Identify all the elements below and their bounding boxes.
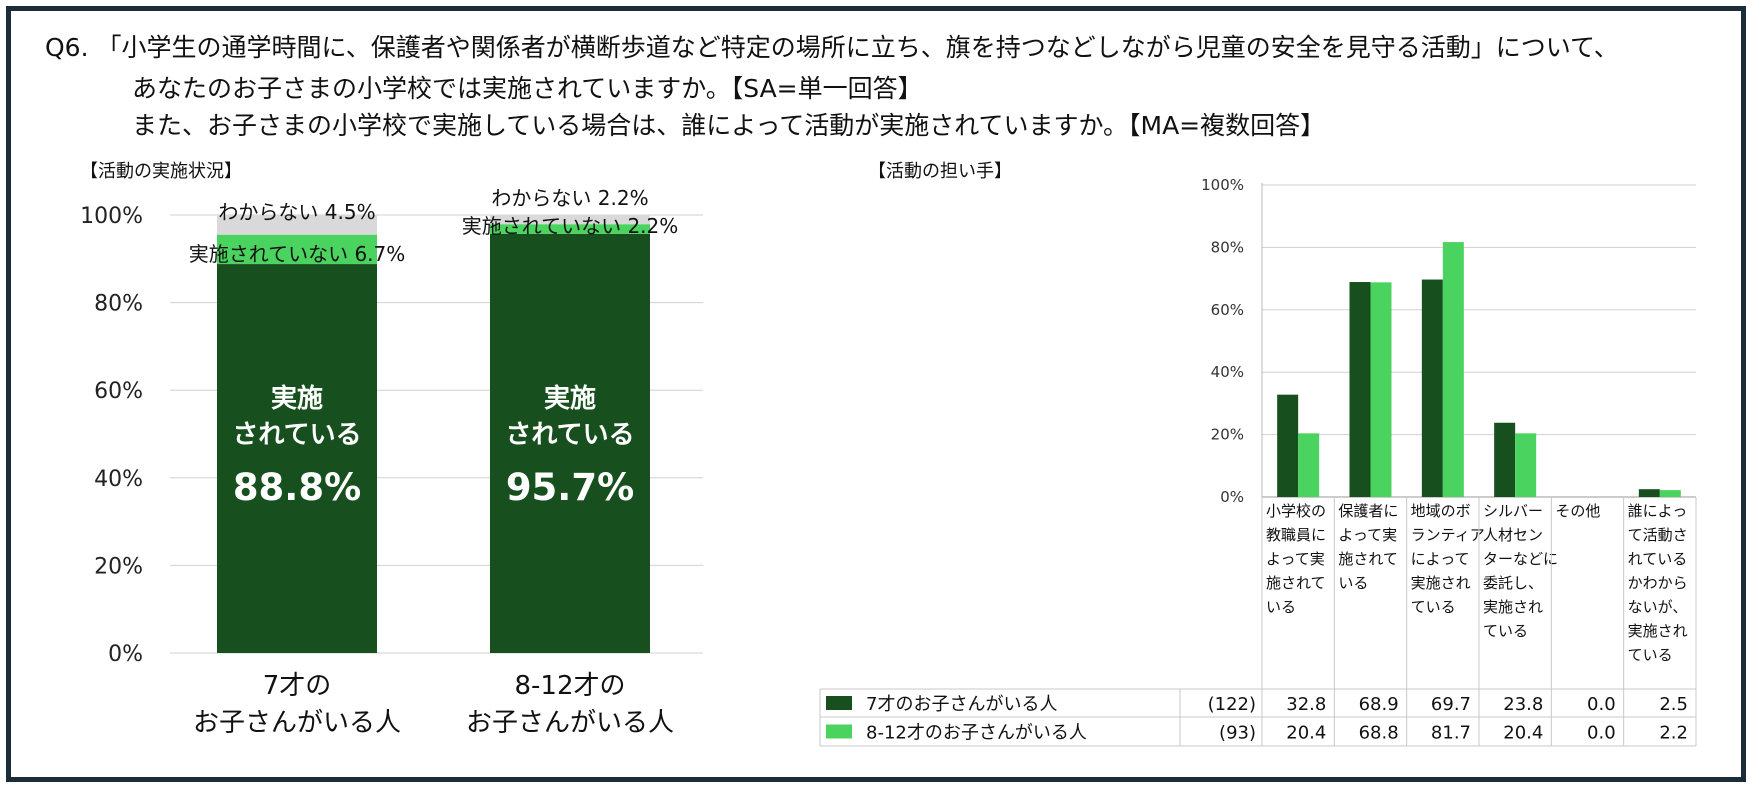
legend-swatch — [826, 724, 852, 739]
right-bar — [1442, 242, 1464, 497]
right-x-category-label: 誰によっ — [1628, 502, 1688, 520]
table-value-cell: 81.7 — [1431, 723, 1471, 744]
question-line-2: あなたのお子さまの小学校では実施されていますか。【SA=単一回答】 — [132, 74, 923, 103]
table-value-cell: 23.8 — [1503, 694, 1543, 715]
table-value-cell: 20.4 — [1503, 723, 1543, 744]
table-value-cell: 2.5 — [1659, 694, 1688, 715]
right-x-category-label: 実施され — [1628, 622, 1688, 640]
right-x-category-label: 小学校の — [1266, 502, 1326, 520]
legend-swatch — [826, 696, 852, 710]
left-x-category-label: お子さんがいる人 — [466, 708, 674, 738]
right-y-tick-label: 80% — [1211, 238, 1244, 256]
unknown-label: わからない 2.2% — [491, 186, 648, 210]
left-x-category-label: 8-12才の — [514, 671, 625, 701]
right-x-category-label: ターなどに — [1483, 550, 1558, 568]
right-x-category-label: 実施され — [1483, 598, 1543, 616]
right-x-category-label: 地域のボ — [1411, 502, 1471, 520]
left-y-tick-label: 60% — [94, 379, 143, 404]
left-chart-title: 【活動の実施状況】 — [80, 161, 242, 182]
question-line-1: Q6. 「小学生の通学時間に、保護者や関係者が横断歩道など特定の場所に立ち、旗を… — [45, 33, 1619, 62]
right-y-tick-label: 40% — [1211, 363, 1244, 381]
right-bar — [1370, 282, 1392, 497]
right-x-category-label: いる — [1338, 574, 1368, 592]
table-value-cell: 20.4 — [1286, 723, 1326, 744]
left-y-tick-label: 40% — [94, 467, 143, 492]
outer-frame — [6, 6, 1746, 782]
unknown-label: わからない 4.5% — [218, 200, 375, 224]
table-value-cell: 0.0 — [1587, 694, 1616, 715]
question-line-3: また、お子さまの小学校で実施している場合は、誰によって活動が実施されていますか。… — [132, 111, 1326, 140]
left-x-category-label: 7才の — [263, 671, 332, 701]
legend-series-name: 8-12才のお子さんがいる人 — [866, 723, 1087, 744]
right-y-tick-label: 60% — [1211, 301, 1244, 319]
left-bar-segment — [217, 264, 377, 653]
right-bar — [1494, 422, 1516, 497]
bar-inner-label: されている — [232, 420, 361, 450]
right-bar — [1638, 489, 1660, 497]
right-x-category-label: 人材セン — [1483, 526, 1543, 544]
right-x-category-label: 実施され — [1411, 574, 1471, 592]
table-value-cell: 2.2 — [1659, 723, 1688, 744]
right-bar — [1515, 433, 1537, 497]
legend-sample-size: (93) — [1219, 723, 1256, 744]
table-value-cell: 69.7 — [1431, 694, 1471, 715]
left-bar-segment — [490, 233, 650, 654]
right-bar — [1659, 490, 1681, 497]
right-x-category-label: ている — [1628, 646, 1673, 664]
right-x-category-label: 委託し、 — [1483, 574, 1543, 592]
right-y-tick-label: 0% — [1220, 488, 1244, 506]
right-x-category-label: ている — [1411, 598, 1456, 616]
right-bar — [1421, 279, 1443, 497]
right-x-category-label: て活動さ — [1628, 526, 1688, 544]
left-bar-segment — [490, 224, 650, 234]
legend-series-name: 7才のお子さんがいる人 — [866, 694, 1057, 715]
table-value-cell: 68.9 — [1359, 694, 1399, 715]
left-y-tick-label: 0% — [108, 642, 143, 667]
right-x-category-label: よって実 — [1338, 526, 1397, 544]
bar-value-label: 95.7% — [506, 466, 634, 509]
right-x-category-label: 保護者に — [1338, 502, 1398, 520]
left-bar-segment — [217, 215, 377, 235]
right-x-category-label: よって実 — [1266, 550, 1325, 568]
not-implemented-label: 実施されていない 6.7% — [189, 242, 406, 266]
left-y-tick-label: 20% — [94, 554, 143, 579]
right-x-category-label: シルバー — [1483, 502, 1543, 520]
bar-inner-label: 実施 — [271, 383, 323, 414]
left-y-tick-label: 80% — [94, 292, 143, 317]
left-bar-segment — [217, 234, 377, 265]
right-bar — [1298, 433, 1320, 497]
not-implemented-label: 実施されていない 2.2% — [462, 214, 679, 238]
legend-sample-size: (122) — [1208, 694, 1256, 715]
table-value-cell: 32.8 — [1286, 694, 1326, 715]
table-value-cell: 68.8 — [1359, 723, 1399, 744]
right-x-category-label: 施されて — [1266, 574, 1326, 592]
bar-inner-label: 実施 — [544, 383, 596, 414]
right-x-category-label: 教職員に — [1266, 526, 1326, 544]
right-x-category-label: かわから — [1628, 574, 1688, 592]
bar-inner-label: されている — [505, 420, 634, 450]
left-bar-segment — [490, 214, 650, 225]
right-y-tick-label: 20% — [1211, 426, 1244, 444]
right-x-category-label: ないが、 — [1628, 598, 1688, 616]
left-x-category-label: お子さんがいる人 — [193, 708, 401, 738]
bar-value-label: 88.8% — [233, 466, 361, 509]
left-y-tick-label: 100% — [80, 204, 143, 229]
right-x-category-label: れている — [1628, 550, 1688, 568]
table-value-cell: 0.0 — [1587, 723, 1616, 744]
right-x-category-label: ている — [1483, 622, 1528, 640]
right-x-category-label: 施されて — [1338, 550, 1398, 568]
right-chart-title: 【活動の担い手】 — [868, 161, 1012, 182]
right-x-category-label: ランティア — [1411, 526, 1485, 544]
right-bar — [1277, 394, 1299, 497]
right-y-tick-label: 100% — [1201, 176, 1244, 194]
right-bar — [1349, 282, 1371, 497]
right-x-category-label: その他 — [1555, 502, 1600, 520]
right-x-category-label: によって — [1411, 550, 1470, 568]
right-x-category-label: いる — [1266, 598, 1296, 616]
